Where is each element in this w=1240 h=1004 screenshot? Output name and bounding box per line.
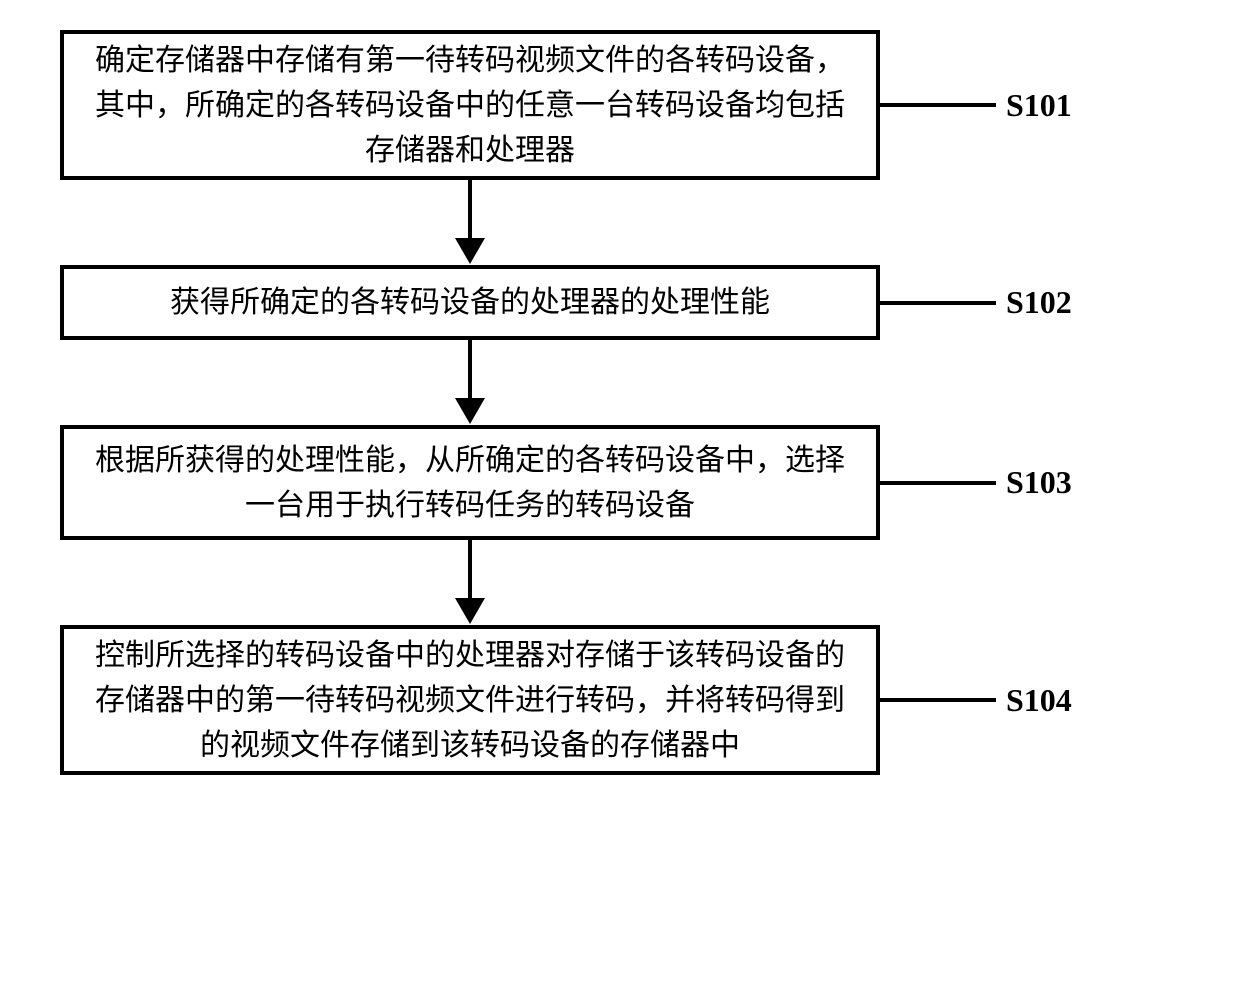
arrow-line-2 xyxy=(468,340,472,400)
arrow-head-3 xyxy=(455,598,485,624)
connector-3 xyxy=(876,481,996,485)
flowchart-container: 确定存储器中存储有第一待转码视频文件的各转码设备，其中，所确定的各转码设备中的任… xyxy=(60,30,1180,775)
step-text-2: 获得所确定的各转码设备的处理器的处理性能 xyxy=(170,280,770,325)
step-label-1: S101 xyxy=(1006,87,1072,124)
flow-step-4: 控制所选择的转码设备中的处理器对存储于该转码设备的存储器中的第一待转码视频文件进… xyxy=(60,625,1180,775)
flow-step-3: 根据所获得的处理性能，从所确定的各转码设备中，选择一台用于执行转码任务的转码设备… xyxy=(60,425,1180,540)
arrow-1 xyxy=(60,180,880,265)
connector-2 xyxy=(876,301,996,305)
step-text-1: 确定存储器中存储有第一待转码视频文件的各转码设备，其中，所确定的各转码设备中的任… xyxy=(84,38,856,173)
arrow-3 xyxy=(60,540,880,625)
step-box-2: 获得所确定的各转码设备的处理器的处理性能 xyxy=(60,265,880,340)
step-label-2: S102 xyxy=(1006,284,1072,321)
step-box-1: 确定存储器中存储有第一待转码视频文件的各转码设备，其中，所确定的各转码设备中的任… xyxy=(60,30,880,180)
step-text-3: 根据所获得的处理性能，从所确定的各转码设备中，选择一台用于执行转码任务的转码设备 xyxy=(84,438,856,528)
flow-step-2: 获得所确定的各转码设备的处理器的处理性能 S102 xyxy=(60,265,1180,340)
step-label-3: S103 xyxy=(1006,464,1072,501)
arrow-head-1 xyxy=(455,238,485,264)
step-label-4: S104 xyxy=(1006,682,1072,719)
connector-1 xyxy=(876,103,996,107)
step-box-3: 根据所获得的处理性能，从所确定的各转码设备中，选择一台用于执行转码任务的转码设备 xyxy=(60,425,880,540)
step-box-4: 控制所选择的转码设备中的处理器对存储于该转码设备的存储器中的第一待转码视频文件进… xyxy=(60,625,880,775)
arrow-head-2 xyxy=(455,398,485,424)
connector-4 xyxy=(876,698,996,702)
flow-step-1: 确定存储器中存储有第一待转码视频文件的各转码设备，其中，所确定的各转码设备中的任… xyxy=(60,30,1180,180)
step-text-4: 控制所选择的转码设备中的处理器对存储于该转码设备的存储器中的第一待转码视频文件进… xyxy=(84,633,856,768)
arrow-line-1 xyxy=(468,180,472,240)
arrow-line-3 xyxy=(468,540,472,600)
arrow-2 xyxy=(60,340,880,425)
